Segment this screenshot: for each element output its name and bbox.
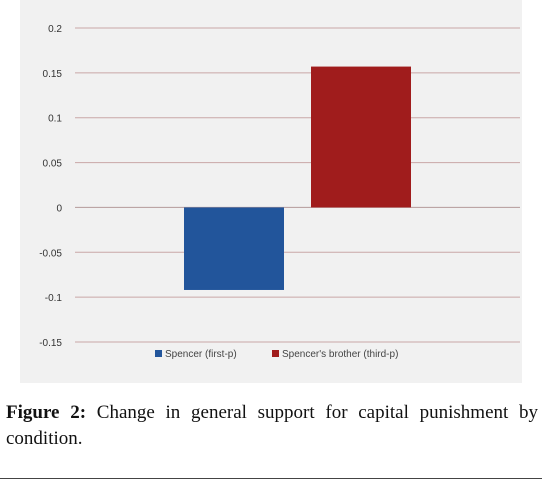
bars	[184, 66, 411, 290]
y-axis-tick-labels: 0.2 0.15 0.1 0.05 0 -0.05 -0.1 -0.15	[39, 24, 62, 349]
y-tick-label: -0.1	[45, 293, 63, 304]
y-tick-label: 0.2	[48, 24, 62, 35]
y-tick-label: 0.1	[48, 114, 62, 125]
figure-caption: Figure 2: Change in general support for …	[6, 400, 538, 452]
y-tick-label: 0.05	[43, 159, 63, 170]
y-tick-label: 0	[56, 203, 62, 214]
legend-label: Spencer (first-p)	[165, 349, 237, 360]
caption-label: Figure 2:	[6, 402, 87, 423]
bar-1	[184, 207, 284, 290]
y-tick-label: -0.05	[39, 248, 62, 259]
y-tick-label: 0.15	[43, 69, 63, 80]
bottom-rule	[0, 478, 542, 479]
caption-text: Change in general support for capital pu…	[6, 402, 538, 449]
legend-swatch	[155, 350, 162, 357]
chart-panel: 0.2 0.15 0.1 0.05 0 -0.05 -0.1 -0.15 Spencer (f…	[20, 0, 522, 383]
bar-2	[311, 66, 411, 208]
bar-chart: 0.2 0.15 0.1 0.05 0 -0.05 -0.1 -0.15 Spencer (f…	[39, 24, 520, 360]
y-tick-label: -0.15	[39, 338, 62, 349]
gridlines	[75, 27, 520, 343]
legend-swatch	[272, 350, 279, 357]
legend-label: Spencer's brother (third-p)	[282, 349, 398, 360]
legend: Spencer (first-p) Spencer's brother (thir…	[155, 349, 398, 360]
